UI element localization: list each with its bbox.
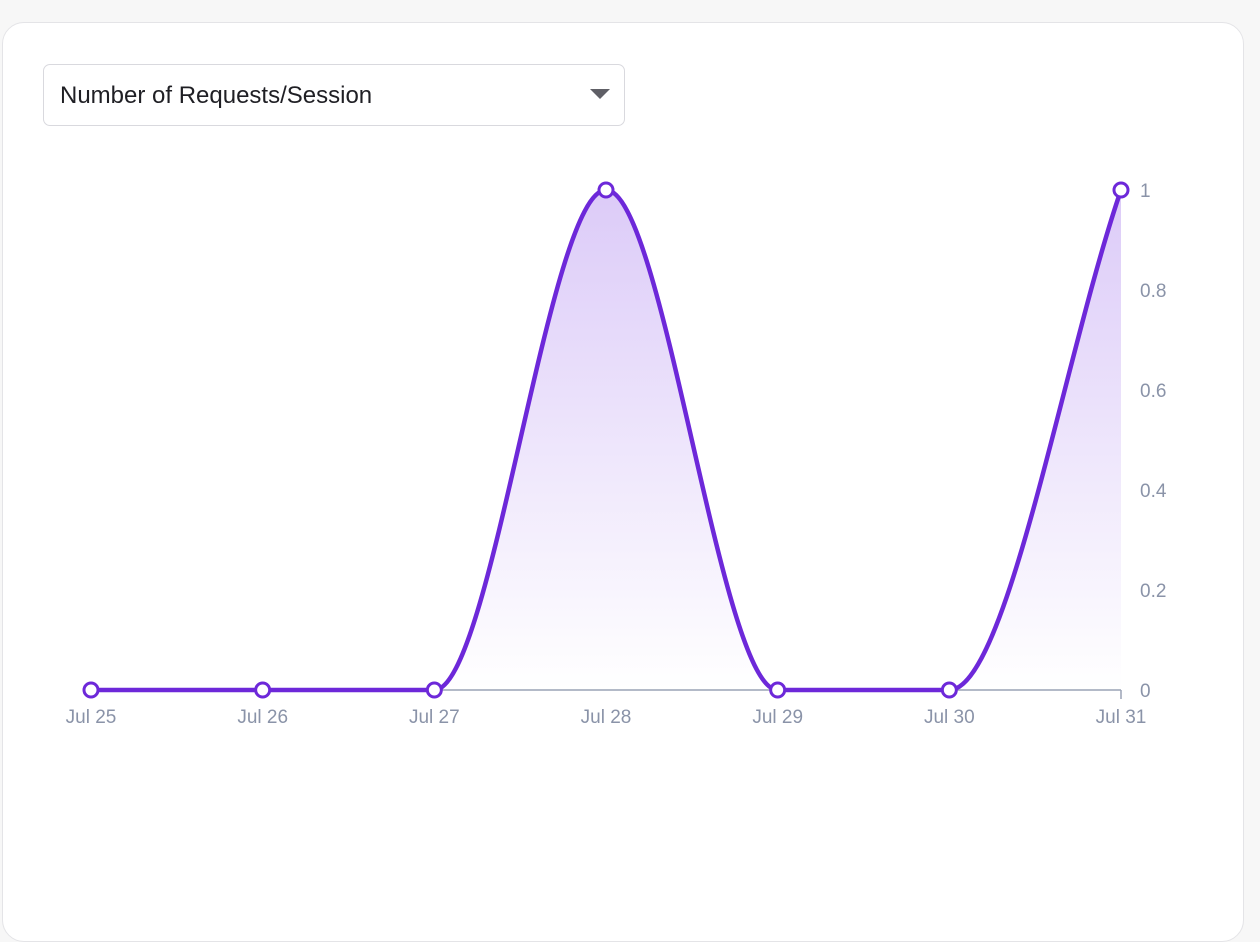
y-tick-labels: 0 0.2 0.4 0.6 0.8 1 xyxy=(1140,181,1167,702)
data-point-4[interactable] xyxy=(769,681,787,699)
data-point-0[interactable] xyxy=(82,681,100,699)
area-chart: Jul 25 Jul 26 Jul 27 Jul 28 Jul 29 Jul 30 Jul … xyxy=(66,181,1167,728)
x-tick-labels: Jul 25 Jul 26 Jul 27 Jul 28 Jul 29 Jul 30 Jul … xyxy=(66,707,1147,728)
y-tick-label: 0.8 xyxy=(1140,281,1166,302)
y-tick-label: 0.4 xyxy=(1140,481,1167,502)
series-line xyxy=(90,187,1124,693)
data-point-1[interactable] xyxy=(254,681,272,699)
data-point-2[interactable] xyxy=(425,681,443,699)
x-tick-label: Jul 31 xyxy=(1096,707,1147,728)
y-tick-label: 1 xyxy=(1140,181,1151,202)
x-tick-label: Jul 29 xyxy=(752,707,803,728)
series-line-layer xyxy=(90,187,1124,693)
area-layer xyxy=(91,190,1121,690)
metric-select-value: Number of Requests/Session xyxy=(60,82,373,109)
data-point-5[interactable] xyxy=(940,681,958,699)
data-point-6[interactable] xyxy=(1112,181,1130,199)
chart-card: Number of Requests/Session xyxy=(2,22,1244,942)
y-tick-label: 0 xyxy=(1140,681,1151,702)
y-tick-label: 0.6 xyxy=(1140,381,1166,402)
triangle-down-icon[interactable] xyxy=(590,89,610,99)
data-points xyxy=(82,181,1130,699)
x-tick-label: Jul 27 xyxy=(409,707,460,728)
x-tick-label: Jul 28 xyxy=(581,707,632,728)
x-tick-label: Jul 26 xyxy=(237,707,288,728)
x-tick-label: Jul 30 xyxy=(924,707,975,728)
data-point-3[interactable] xyxy=(597,181,615,199)
x-tick-label: Jul 25 xyxy=(66,707,117,728)
series-area-fill xyxy=(91,190,1121,690)
metric-select[interactable]: Number of Requests/Session xyxy=(43,64,625,126)
y-tick-label: 0.2 xyxy=(1140,581,1166,602)
